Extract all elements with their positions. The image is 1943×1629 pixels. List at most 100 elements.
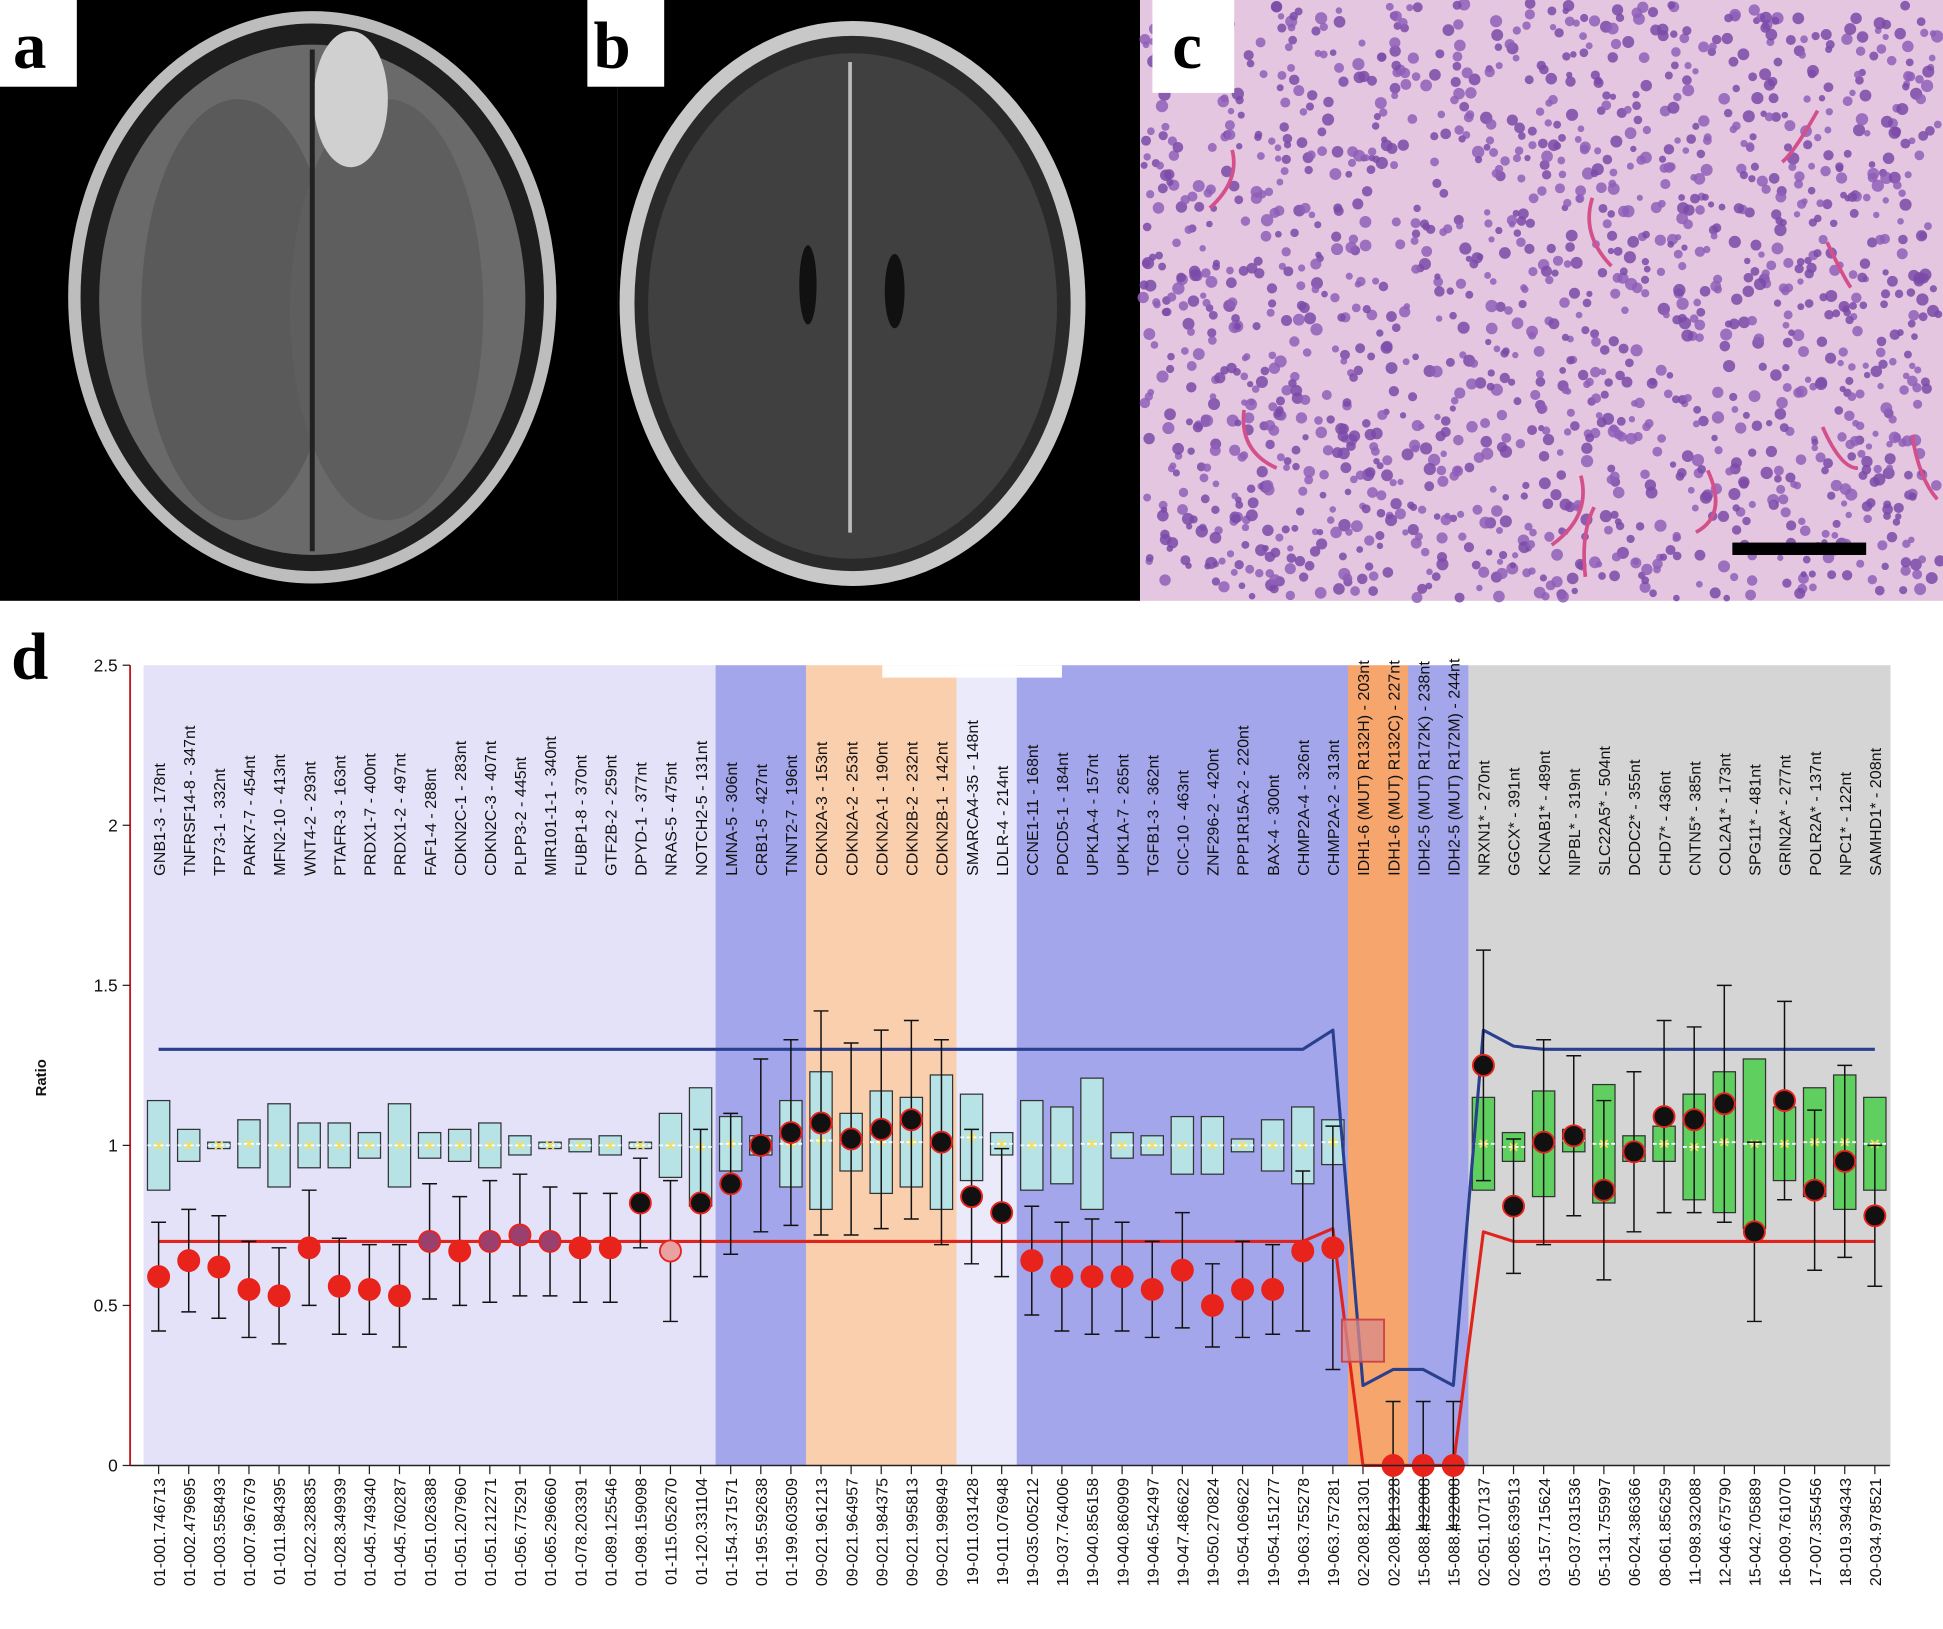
cell-nucleus	[1435, 49, 1445, 59]
cell-nucleus	[1799, 525, 1811, 537]
cell-nucleus	[1268, 362, 1281, 374]
ratio-dot	[448, 1239, 472, 1263]
cell-nucleus	[1316, 538, 1328, 550]
cell-nucleus	[1375, 530, 1385, 541]
cell-nucleus	[1900, 557, 1912, 568]
cell-nucleus	[1792, 12, 1805, 25]
cell-nucleus	[1386, 311, 1397, 322]
cell-nucleus	[1412, 353, 1419, 361]
cell-nucleus	[1361, 186, 1373, 197]
position-label: 15-088.432808	[1415, 1478, 1433, 1586]
position-label: 01-051.026388	[422, 1478, 440, 1586]
cell-nucleus	[1484, 66, 1495, 78]
cell-nucleus	[1255, 376, 1268, 389]
cell-nucleus	[1594, 147, 1602, 155]
cell-nucleus	[1390, 161, 1399, 170]
cell-nucleus	[1338, 518, 1351, 532]
cell-nucleus	[1681, 244, 1688, 251]
cell-nucleus	[1260, 366, 1270, 376]
cell-nucleus	[1889, 329, 1901, 340]
cell-nucleus	[1614, 518, 1622, 526]
cell-nucleus	[1902, 372, 1910, 380]
cell-nucleus	[1837, 359, 1844, 367]
probe-label: CCNE1-11 - 168nt	[1024, 744, 1042, 876]
probe-band	[1408, 665, 1439, 1466]
cell-nucleus	[1693, 298, 1702, 307]
cell-nucleus	[1496, 567, 1508, 580]
cell-nucleus	[1733, 203, 1745, 214]
cell-nucleus	[1880, 171, 1893, 185]
probe-label: SMARCA4-35 - 148nt	[964, 720, 982, 876]
cell-nucleus	[1452, 61, 1462, 71]
cell-nucleus	[1562, 7, 1569, 15]
cell-nucleus	[1319, 50, 1328, 59]
cell-nucleus	[1853, 70, 1862, 79]
cell-nucleus	[1888, 415, 1897, 424]
cell-nucleus	[1377, 409, 1388, 421]
cell-nucleus	[1663, 144, 1675, 155]
cell-nucleus	[1809, 583, 1817, 592]
cell-nucleus	[1315, 251, 1322, 258]
position-label: 01-001.746713	[151, 1478, 169, 1586]
cell-nucleus	[1575, 185, 1587, 197]
cell-nucleus	[1334, 62, 1345, 73]
median-cross	[1208, 1141, 1217, 1150]
cell-nucleus	[1610, 38, 1622, 50]
cell-nucleus	[1281, 525, 1290, 534]
probe-label: UPK1A-7 - 265nt	[1114, 754, 1132, 876]
cell-nucleus	[1893, 502, 1904, 514]
cell-nucleus	[1535, 377, 1546, 387]
cell-nucleus	[1925, 126, 1935, 136]
cell-nucleus	[1240, 372, 1249, 381]
cell-nucleus	[1181, 347, 1189, 355]
cell-nucleus	[1559, 297, 1570, 308]
cell-nucleus	[1195, 525, 1208, 538]
cell-nucleus	[1435, 315, 1443, 322]
cell-nucleus	[1434, 273, 1441, 280]
cell-nucleus	[1544, 531, 1555, 542]
probe-label: GNB1-3 - 178nt	[151, 763, 169, 876]
median-cross	[395, 1141, 404, 1150]
ventricle	[884, 253, 905, 329]
cell-nucleus	[1303, 465, 1316, 478]
cell-nucleus	[1622, 36, 1635, 48]
cell-nucleus	[1356, 573, 1368, 585]
cell-nucleus	[1158, 131, 1168, 141]
cell-nucleus	[1657, 30, 1669, 42]
cell-nucleus	[1841, 570, 1853, 581]
position-label: 02-208.821328	[1385, 1478, 1403, 1586]
cell-nucleus	[1402, 358, 1410, 366]
cell-nucleus	[1803, 140, 1813, 150]
cell-nucleus	[1247, 380, 1254, 388]
position-label: 02-208.821301	[1355, 1478, 1373, 1586]
cell-nucleus	[1807, 69, 1817, 79]
cell-nucleus	[1524, 243, 1535, 254]
cell-nucleus	[1338, 552, 1347, 561]
cell-nucleus	[1553, 141, 1562, 150]
cell-nucleus	[1156, 161, 1164, 170]
cell-nucleus	[1861, 501, 1873, 512]
cell-nucleus	[1758, 362, 1767, 371]
cell-nucleus	[1330, 292, 1340, 303]
cell-nucleus	[1798, 346, 1809, 357]
cell-nucleus	[1180, 555, 1191, 566]
position-label: 05-131.755997	[1596, 1478, 1614, 1586]
vessel	[1820, 426, 1859, 471]
position-label: 01-028.349939	[331, 1478, 349, 1586]
probe-band	[685, 665, 717, 1466]
probe-label: CDKN2C-1 - 283nt	[452, 740, 470, 876]
probe-label: CDKN2A-2 - 253nt	[843, 741, 861, 876]
probe-label: WNT4-2 - 293nt	[301, 761, 319, 876]
cell-nucleus	[1929, 285, 1937, 293]
cell-nucleus	[1254, 130, 1263, 139]
position-label: 09-021.984375	[873, 1478, 891, 1586]
cell-nucleus	[1728, 56, 1739, 67]
cell-nucleus	[1367, 352, 1376, 361]
cell-nucleus	[1561, 333, 1570, 342]
cell-nucleus	[1264, 420, 1276, 431]
cell-nucleus	[1269, 574, 1281, 586]
cell-nucleus	[1816, 199, 1825, 208]
cell-nucleus	[1411, 72, 1421, 81]
cell-nucleus	[1412, 2, 1423, 13]
cell-nucleus	[1731, 405, 1739, 413]
